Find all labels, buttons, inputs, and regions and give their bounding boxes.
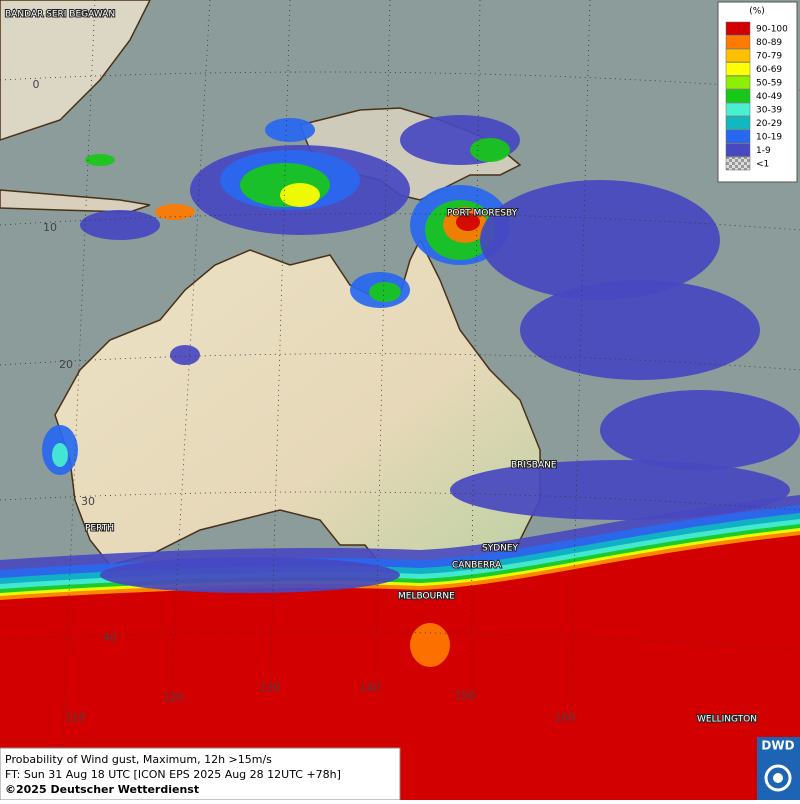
legend-swatch [725,35,751,49]
gust-area [480,180,720,300]
city-label: WELLINGTON [697,715,757,725]
gust-area [450,460,790,520]
lat-label: 40 [103,631,117,644]
logo-text: DWD [761,739,794,753]
legend-label: 80-89 [756,38,782,48]
legend-label: 1-9 [756,146,771,156]
city-label: BANDAR SERI BEGAWAN [5,10,115,20]
lon-label: 130 [260,681,281,694]
gust-area [100,557,400,593]
gust-area [265,118,315,142]
legend-swatch [725,129,751,144]
lon-label: 160 [555,711,576,724]
legend-label: <1 [756,160,769,170]
footer-box [0,747,401,801]
legend-swatch [725,143,751,157]
lat-label: 20 [59,358,73,371]
footer-text: FT: Sun 31 Aug 18 UTC [ICON EPS 2025 Aug… [5,768,341,781]
city-label: MELBOURNE [398,592,455,602]
footer-text: Probability of Wind gust, Maximum, 12h >… [5,753,272,766]
lat-label: 0 [33,78,40,91]
legend-swatch [725,102,751,117]
legend-label: 40-49 [756,92,782,102]
gust-area [610,730,690,770]
gust-area [80,210,160,240]
legend-label: 30-39 [756,106,782,116]
lon-label: 140 [360,681,381,694]
logo-swirl [764,764,792,792]
lon-label: 150 [455,689,476,702]
gust-area [470,138,510,162]
city-label: CANBERRA [452,561,502,571]
gust-area [52,443,68,467]
city-label: PERTH [85,524,114,534]
logo-core [773,773,783,783]
city-label: PORT MORESBY [447,209,518,219]
legend-label: 10-19 [756,133,782,143]
legend-swatch [725,21,751,36]
legend-swatch [725,75,751,90]
footer-text: ©2025 Deutscher Wetterdienst [5,783,199,796]
gust-band [0,535,800,800]
legend-label: 50-59 [756,79,782,89]
gust-area [660,640,740,760]
legend-swatch [725,116,751,130]
city-label: SYDNEY [482,544,519,554]
legend-label: 60-69 [756,65,782,75]
gust-area [280,183,320,207]
legend-swatch [725,156,751,171]
gust-area [520,280,760,380]
lon-label: 110 [65,711,86,724]
gust-area [170,345,200,365]
lat-label: 10 [43,221,57,234]
legend-label: 70-79 [756,52,782,62]
lon-label: 120 [163,691,184,704]
gust-area [85,154,115,166]
weather-field [0,115,800,800]
legend-swatch [725,62,751,76]
gust-area [155,204,195,220]
legend-swatch [725,48,751,63]
gust-area [410,623,450,667]
gust-area [369,282,401,302]
legend-label: 90-100 [756,25,788,35]
gust-area [600,390,800,470]
lat-label: 30 [81,495,95,508]
legend-label: 20-29 [756,119,782,129]
city-label: BRISBANE [511,461,557,471]
legend-title: (%) [749,7,765,17]
legend-swatch [725,89,751,103]
gust-area [456,213,480,231]
